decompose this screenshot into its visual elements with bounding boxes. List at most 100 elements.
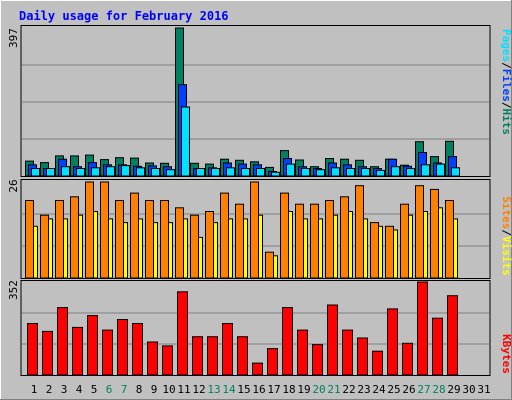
legend-sep-3: / bbox=[500, 229, 512, 236]
kbytes-kbytes-bar-day-6 bbox=[102, 329, 113, 376]
hits-pages-bar-day-23 bbox=[361, 168, 370, 177]
hits-pages-bar-day-27 bbox=[421, 164, 430, 177]
hits-pages-bar-day-5 bbox=[91, 167, 100, 177]
x-tick-label-11: 11 bbox=[177, 383, 190, 396]
visits-sites-bar-day-5 bbox=[85, 181, 94, 279]
visits-sites-bar-day-7 bbox=[115, 200, 124, 279]
x-tick-label-29: 29 bbox=[447, 383, 460, 396]
visits-sites-bar-day-9 bbox=[145, 200, 154, 279]
hits-pages-bar-day-12 bbox=[196, 168, 205, 177]
kbytes-kbytes-bar-day-18 bbox=[282, 307, 293, 376]
legend-hits: Hits bbox=[500, 109, 512, 136]
kbytes-legend: KBytes bbox=[500, 334, 512, 374]
x-tick-label-31: 31 bbox=[477, 383, 490, 396]
kbytes-kbytes-bar-day-7 bbox=[117, 319, 128, 376]
hits-pages-bar-day-2 bbox=[46, 168, 55, 177]
x-tick-label-14: 14 bbox=[222, 383, 236, 396]
hits-pages-bar-day-10 bbox=[166, 169, 175, 177]
kbytes-kbytes-bar-day-4 bbox=[72, 326, 83, 376]
hits-pages-bar-day-16 bbox=[256, 168, 265, 177]
x-tick-label-25: 25 bbox=[387, 383, 400, 396]
visits-sites-bar-day-20 bbox=[310, 203, 319, 279]
x-tick-label-4: 4 bbox=[76, 383, 83, 396]
visits-sites-bar-day-19 bbox=[295, 203, 304, 279]
visits-sites-bar-day-22 bbox=[340, 196, 349, 279]
visits-sites-bar-day-25 bbox=[385, 225, 394, 279]
x-tick-label-6: 6 bbox=[106, 383, 113, 396]
kbytes-kbytes-bar-day-1 bbox=[27, 323, 38, 376]
x-tick-label-8: 8 bbox=[136, 383, 143, 396]
visits-sites-bar-day-10 bbox=[160, 200, 169, 279]
visits-sites-bar-day-3 bbox=[55, 200, 64, 279]
legend-sep-1: / bbox=[500, 62, 512, 69]
x-tick-label-3: 3 bbox=[61, 383, 68, 396]
visits-sites-bar-day-18 bbox=[280, 192, 289, 279]
visits-sites-bar-day-11 bbox=[175, 207, 184, 279]
kbytes-kbytes-bar-day-21 bbox=[327, 304, 338, 376]
x-tick-label-2: 2 bbox=[46, 383, 53, 396]
kbytes-kbytes-bar-day-15 bbox=[237, 336, 248, 376]
legend-kbytes: KBytes bbox=[500, 334, 512, 374]
hits-pages-bar-day-26 bbox=[406, 168, 415, 177]
hits-pages-bar-day-1 bbox=[31, 168, 40, 177]
hits-legend: Pages/Files/Hits bbox=[500, 29, 512, 135]
x-tick-label-24: 24 bbox=[372, 383, 386, 396]
hits-pages-bar-day-24 bbox=[376, 169, 385, 177]
x-tick-label-26: 26 bbox=[402, 383, 415, 396]
visits-sites-bar-day-21 bbox=[325, 200, 334, 279]
hits-pages-bar-day-18 bbox=[286, 163, 295, 177]
kbytes-kbytes-bar-day-19 bbox=[297, 329, 308, 376]
kbytes-kbytes-bar-day-14 bbox=[222, 323, 233, 376]
hits-pages-bar-day-14 bbox=[226, 167, 235, 177]
x-tick-label-23: 23 bbox=[357, 383, 370, 396]
kbytes-kbytes-bar-day-3 bbox=[57, 307, 68, 376]
visits-sites-bar-day-12 bbox=[190, 214, 199, 279]
x-tick-label-22: 22 bbox=[342, 383, 355, 396]
kbytes-kbytes-bar-day-23 bbox=[357, 337, 368, 376]
x-tick-label-20: 20 bbox=[312, 383, 325, 396]
visits-sites-bar-day-1 bbox=[25, 200, 34, 279]
visits-sites-bar-day-4 bbox=[70, 196, 79, 279]
x-tick-label-12: 12 bbox=[192, 383, 205, 396]
x-tick-label-10: 10 bbox=[162, 383, 175, 396]
kbytes-kbytes-bar-day-12 bbox=[192, 336, 203, 376]
x-tick-label-18: 18 bbox=[282, 383, 295, 396]
hits-pages-bar-day-25 bbox=[391, 166, 400, 177]
visits-sites-bar-day-17 bbox=[265, 251, 274, 279]
visits-sites-bar-day-14 bbox=[220, 192, 229, 279]
legend-files: Files bbox=[500, 69, 512, 102]
kbytes-kbytes-bar-day-27 bbox=[417, 281, 428, 376]
hits-pages-bar-day-29 bbox=[451, 167, 460, 177]
kbytes-kbytes-bar-day-25 bbox=[387, 308, 398, 376]
x-tick-label-30: 30 bbox=[462, 383, 475, 396]
visits-sites-bar-day-28 bbox=[430, 188, 439, 279]
legend-sites: Sites bbox=[500, 196, 512, 229]
hits-pages-bar-day-4 bbox=[76, 168, 85, 177]
kbytes-kbytes-bar-day-22 bbox=[342, 329, 353, 376]
kbytes-kbytes-bar-day-16 bbox=[252, 362, 263, 376]
kbytes-kbytes-bar-day-28 bbox=[432, 317, 443, 376]
kbytes-kbytes-bar-day-17 bbox=[267, 348, 278, 376]
kbytes-kbytes-bar-day-9 bbox=[147, 341, 158, 376]
x-tick-label-16: 16 bbox=[252, 383, 265, 396]
hits-pages-bar-day-6 bbox=[106, 166, 115, 177]
kbytes-kbytes-bar-day-8 bbox=[132, 323, 143, 376]
kbytes-kbytes-bar-day-2 bbox=[42, 330, 53, 376]
chart-title: Daily usage for February 2016 bbox=[19, 9, 229, 23]
x-tick-label-17: 17 bbox=[267, 383, 280, 396]
x-tick-label-15: 15 bbox=[237, 383, 250, 396]
visits-sites-bar-day-8 bbox=[130, 192, 139, 279]
x-tick-label-7: 7 bbox=[121, 383, 128, 396]
legend-sep-2: / bbox=[500, 102, 512, 109]
visits-sites-bar-day-27 bbox=[415, 185, 424, 279]
visits-sites-bar-day-13 bbox=[205, 211, 214, 279]
hits-pages-bar-day-9 bbox=[151, 168, 160, 177]
x-tick-label-27: 27 bbox=[417, 383, 430, 396]
x-tick-label-1: 1 bbox=[31, 383, 38, 396]
kbytes-kbytes-bar-day-13 bbox=[207, 336, 218, 376]
hits-pages-bar-day-15 bbox=[241, 168, 250, 177]
visits-sites-bar-day-29 bbox=[445, 200, 454, 279]
hits-pages-bar-day-21 bbox=[331, 167, 340, 177]
hits-pages-bar-day-8 bbox=[136, 167, 145, 177]
